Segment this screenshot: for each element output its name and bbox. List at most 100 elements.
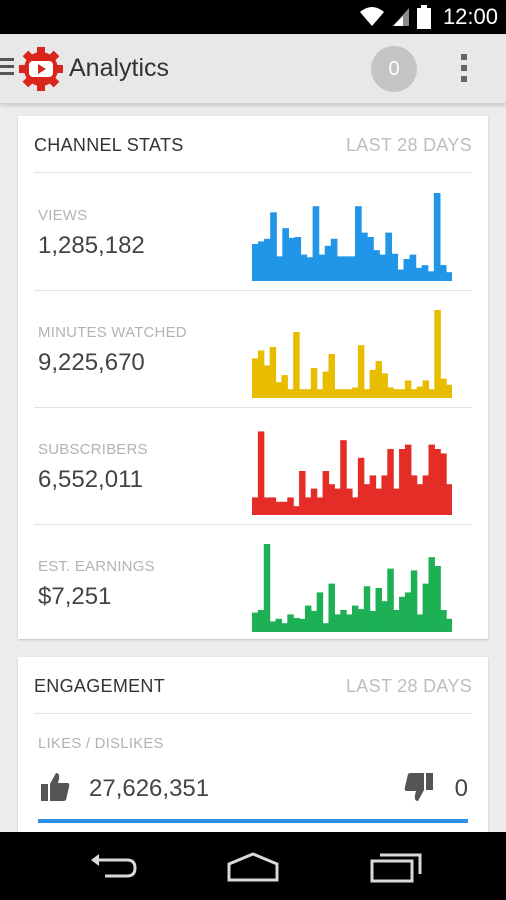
- likes-dislikes-label: LIKES / DISLIKES: [38, 735, 164, 752]
- sparkline-bar: [276, 256, 283, 281]
- sparkline-bar: [369, 475, 377, 515]
- sparkline-bar: [293, 506, 300, 515]
- sparkline-bar: [269, 621, 277, 632]
- stat-row-est-earnings[interactable]: EST. EARNINGS $7,251: [34, 525, 472, 642]
- sparkline-bar: [415, 267, 423, 281]
- sparkline-bar: [427, 271, 435, 281]
- sparkline-bar: [257, 350, 265, 398]
- sparkline-bar: [287, 497, 294, 515]
- sparkline-bar: [434, 449, 441, 515]
- sparkline-bar: [275, 501, 283, 515]
- sparkline-bar: [355, 206, 362, 281]
- sparkline-bar: [375, 488, 383, 515]
- sparkline-bar: [270, 212, 277, 281]
- sparkline-bar: [363, 389, 371, 398]
- sparkline-bar: [340, 610, 347, 632]
- sparkline-bar: [328, 354, 335, 398]
- sparkline-bar: [393, 389, 400, 398]
- sparkline-bar: [288, 237, 296, 281]
- sparkline-bar: [440, 378, 447, 398]
- engagement-title: ENGAGEMENT: [34, 676, 166, 696]
- sparkline-bar: [445, 272, 452, 281]
- sparkline-bar: [263, 497, 271, 515]
- sparkline-bar: [357, 457, 365, 515]
- sparkline-bar: [352, 387, 359, 398]
- home-icon[interactable]: [223, 848, 283, 884]
- sparkline-bar: [369, 369, 377, 398]
- sparkline-bar: [422, 583, 430, 632]
- sparkline-bar: [299, 618, 306, 632]
- sparkline-bar: [399, 389, 406, 398]
- sparkline-bar: [342, 256, 350, 281]
- sparkline-bar: [375, 361, 383, 398]
- clock: 12:00: [442, 4, 498, 29]
- sparkline-bar: [316, 497, 324, 515]
- sparkline-bar: [324, 245, 332, 281]
- sparkline-bar: [252, 244, 259, 281]
- sparkline-bar: [385, 232, 392, 281]
- stat-label: MINUTES WATCHED: [38, 324, 187, 341]
- thumbs-down-icon: [404, 773, 433, 801]
- sparkline-bar: [363, 484, 371, 515]
- sparkline-bar: [416, 614, 424, 632]
- sparkline-bar: [306, 257, 314, 281]
- sparkline-bar: [310, 488, 318, 515]
- sparkline-bar: [281, 375, 288, 398]
- sparkline-bar: [257, 431, 265, 515]
- sparkline-bar: [252, 612, 259, 632]
- sparkline-bar: [328, 484, 335, 515]
- sparkline-bar: [336, 256, 344, 281]
- channel-stats-title: CHANNEL STATS: [34, 135, 184, 155]
- sparkline-bar: [381, 373, 388, 398]
- sparkline-bar: [304, 389, 312, 398]
- stat-value: 6,552,011: [38, 466, 143, 493]
- sparkline-bar: [416, 386, 424, 398]
- navigation-bar: [0, 832, 506, 900]
- sparkline-bar: [446, 484, 452, 515]
- sparkline-bar: [404, 592, 412, 632]
- signal-icon: [392, 8, 409, 26]
- sparkline-bar: [282, 228, 289, 281]
- sparkline-bar: [322, 471, 330, 515]
- stat-row-subscribers[interactable]: SUBSCRIBERS 6,552,011: [34, 408, 472, 525]
- sparkline-bar: [393, 610, 400, 632]
- sparkline-bar: [446, 384, 452, 398]
- youtube-analytics-logo[interactable]: [18, 46, 64, 92]
- sparkline-bar: [433, 193, 441, 281]
- notification-badge[interactable]: 0: [371, 46, 417, 92]
- app-bar: Analytics 0: [0, 34, 506, 104]
- status-bar: 12:00: [0, 0, 506, 34]
- sparkline-bar: [352, 605, 359, 632]
- engagement-card[interactable]: ENGAGEMENT LAST 28 DAYS LIKES / DISLIKES…: [18, 657, 488, 847]
- sparkline-bar: [399, 596, 406, 632]
- overflow-menu-icon[interactable]: [461, 54, 469, 84]
- stat-row-minutes-watched[interactable]: MINUTES WATCHED 9,225,670: [34, 291, 472, 408]
- engagement-range[interactable]: LAST 28 DAYS: [346, 676, 472, 696]
- sparkline-bar: [322, 623, 330, 632]
- sparkline-bar: [281, 501, 288, 515]
- sparkline-bar: [346, 488, 353, 515]
- stat-row-views[interactable]: VIEWS 1,285,182: [34, 174, 472, 291]
- likes-ratio-bar: [38, 819, 468, 823]
- sparkline-bar: [391, 253, 399, 281]
- sparkline-bar: [334, 389, 341, 398]
- sparkline-bar: [399, 449, 406, 515]
- sparkline-bar: [422, 380, 430, 398]
- sparkline-bar: [348, 256, 356, 281]
- sparkline-bar: [397, 269, 405, 281]
- hamburger-icon[interactable]: [0, 58, 14, 78]
- sparkline-bar: [369, 610, 377, 632]
- sparkline-bar: [304, 497, 312, 515]
- sparkline-bar: [275, 618, 283, 632]
- channel-stats-card[interactable]: CHANNEL STATS LAST 28 DAYS VIEWS 1,285,1…: [18, 116, 488, 639]
- sparkline-bar: [293, 332, 300, 398]
- back-icon[interactable]: [83, 848, 143, 884]
- recents-icon[interactable]: [366, 848, 426, 884]
- channel-stats-range[interactable]: LAST 28 DAYS: [346, 135, 472, 155]
- sparkline-bar: [410, 475, 418, 515]
- sparkline-bar: [263, 544, 271, 632]
- sparkline-bar: [381, 475, 388, 515]
- sparkline-bar: [252, 497, 259, 515]
- sparkline-bar: [264, 238, 271, 281]
- sparkline-bar: [340, 440, 347, 515]
